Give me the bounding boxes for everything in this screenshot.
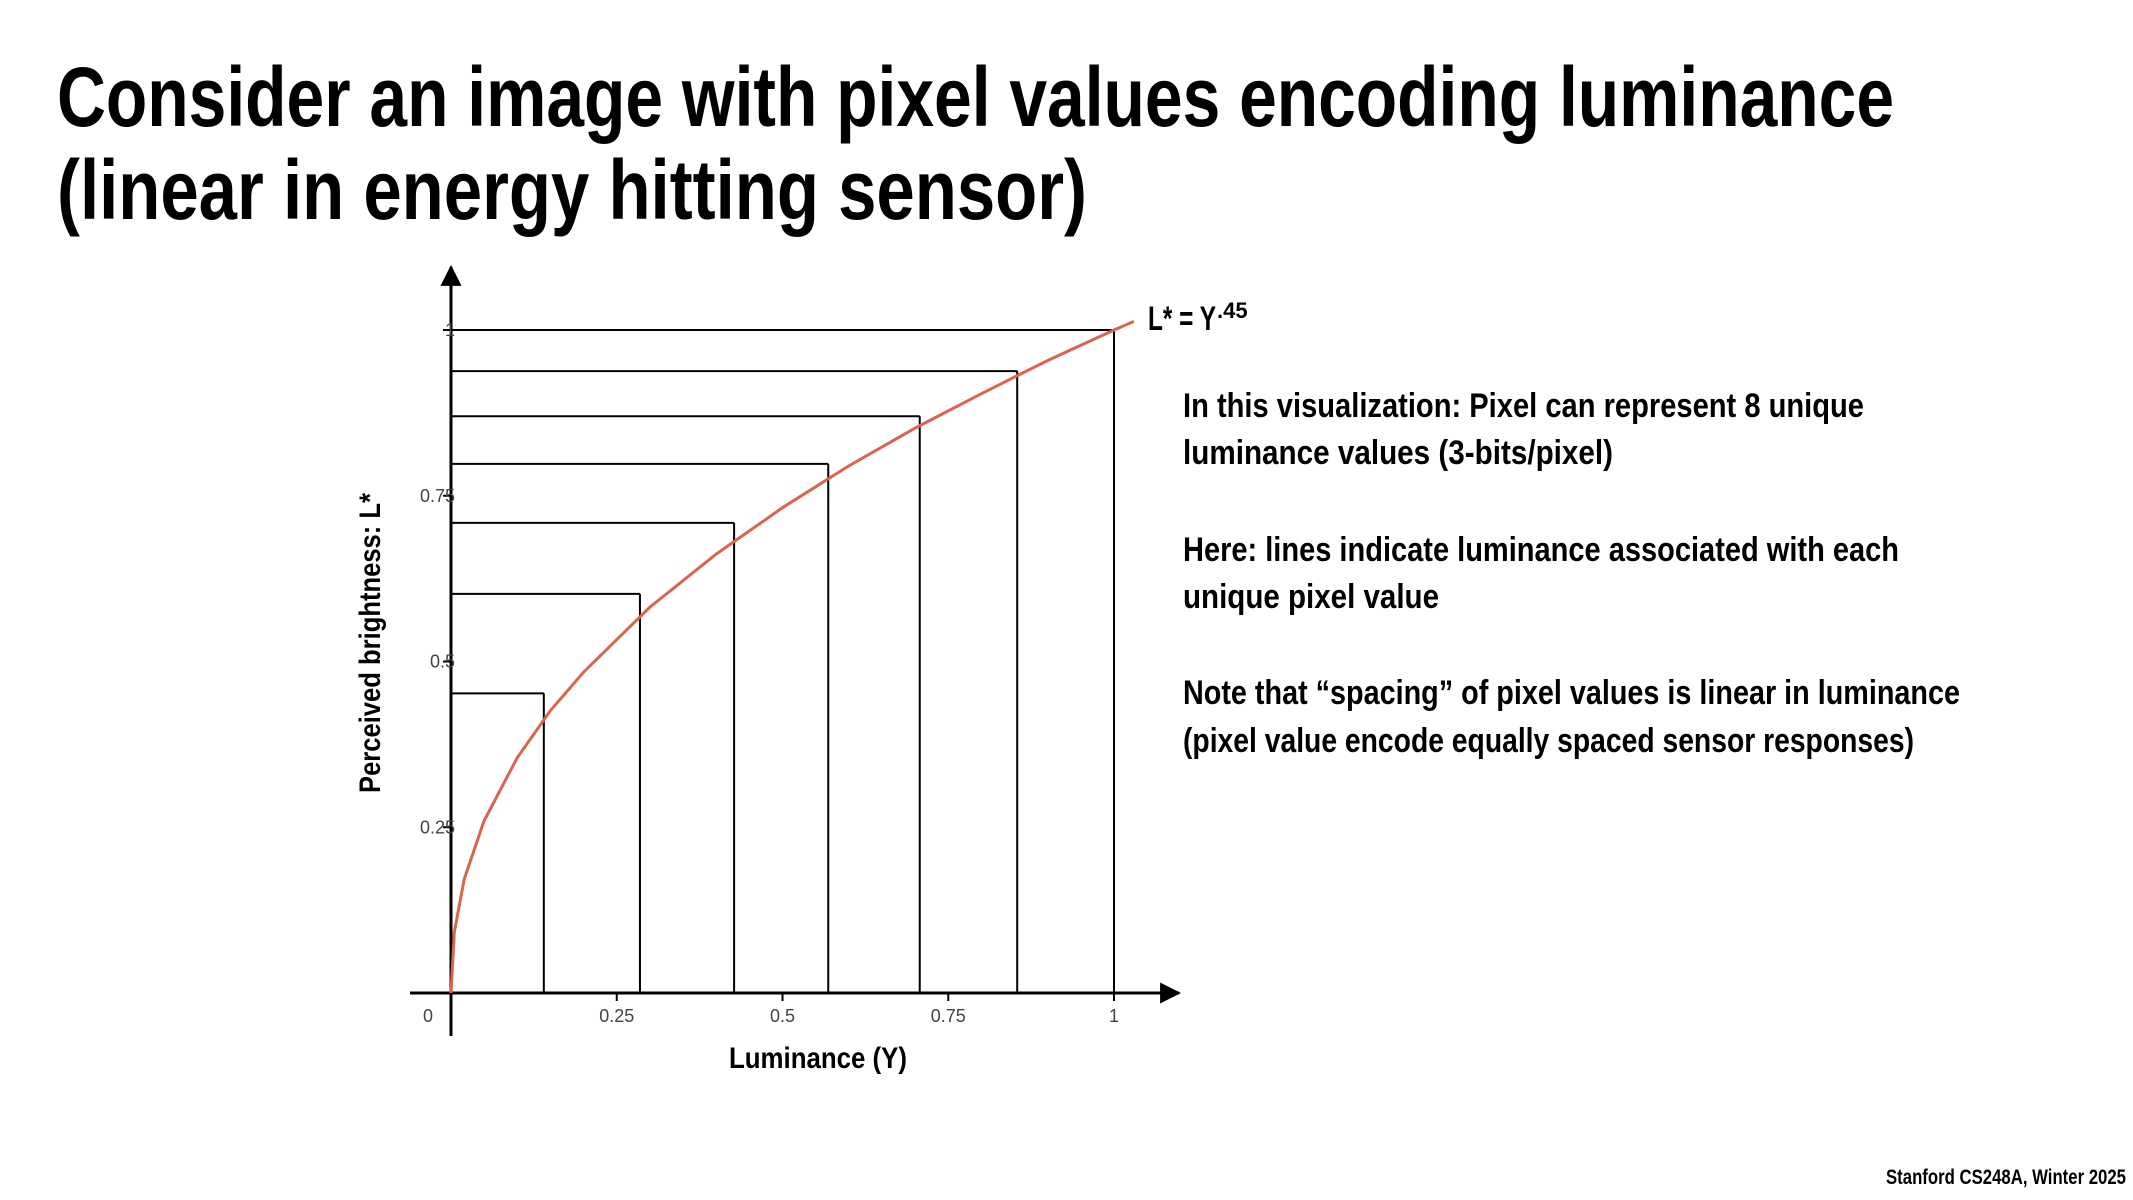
y-tick-label: 0.5 bbox=[430, 652, 455, 672]
note-line: In this visualization: Pixel can represe… bbox=[1183, 387, 1864, 425]
note-line: Note that “spacing” of pixel values is l… bbox=[1183, 674, 1960, 712]
formula: L* = Y bbox=[1148, 300, 1216, 338]
note-line: (pixel value encode equally spaced senso… bbox=[1183, 722, 1914, 760]
x-axis-label: Luminance (Y) bbox=[729, 1042, 907, 1075]
title-line: Consider an image with pixel values enco… bbox=[57, 50, 1894, 144]
y-tick-label: 1 bbox=[445, 320, 455, 340]
x-tick-label: 0.25 bbox=[599, 1006, 634, 1026]
x-tick-label: 0 bbox=[423, 1006, 433, 1026]
y-tick-label: 0.75 bbox=[420, 486, 455, 506]
note-line: unique pixel value bbox=[1183, 578, 1439, 616]
y-axis-label: Perceived brightness: L* bbox=[354, 493, 387, 793]
x-tick-label: 1 bbox=[1109, 1006, 1119, 1026]
note-line: luminance values (3-bits/pixel) bbox=[1183, 434, 1613, 472]
formula-exponent: .45 bbox=[1217, 298, 1248, 323]
note-line: Here: lines indicate luminance associate… bbox=[1183, 531, 1899, 569]
curve bbox=[449, 320, 1135, 994]
footer: Stanford CS248A, Winter 2025 bbox=[1886, 1166, 2126, 1189]
y-tick-label: 0.25 bbox=[420, 817, 455, 837]
x-tick-label: 0.75 bbox=[931, 1006, 966, 1026]
x-tick-label: 0.5 bbox=[770, 1006, 795, 1026]
title-line: (linear in energy hitting sensor) bbox=[57, 143, 1087, 237]
